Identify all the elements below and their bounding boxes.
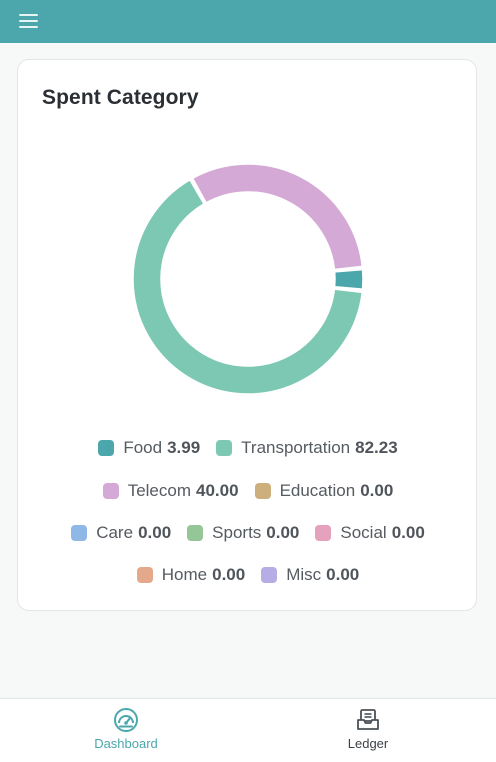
legend-swatch [216, 440, 233, 456]
legend-item-care[interactable]: Care 0.00 [71, 523, 171, 543]
legend-value: 0.00 [360, 481, 394, 500]
legend-item-sports[interactable]: Sports 0.00 [187, 523, 299, 543]
legend-row: Telecom 40.00 Education 0.00 [18, 481, 478, 501]
legend-item-transportation[interactable]: Transportation 82.23 [216, 438, 398, 458]
nav-ledger[interactable]: Ledger [298, 707, 438, 751]
legend-label: Education [279, 481, 356, 500]
legend-swatch [254, 483, 271, 499]
legend-swatch [315, 525, 332, 541]
nav-dashboard-label: Dashboard [94, 736, 158, 751]
legend-item-misc[interactable]: Misc 0.00 [261, 565, 359, 585]
donut-chart [132, 163, 364, 395]
legend-item-telecom[interactable]: Telecom 40.00 [102, 481, 239, 501]
legend-swatch [187, 525, 204, 541]
legend-label: Telecom [127, 481, 192, 500]
legend-label: Sports [212, 523, 262, 542]
legend-label: Transportation [241, 438, 351, 457]
hamburger-menu-icon[interactable] [18, 11, 40, 31]
legend-value: 0.00 [266, 523, 300, 542]
legend-value: 0.00 [326, 565, 360, 584]
legend-item-education[interactable]: Education 0.00 [254, 481, 394, 501]
legend-value: 0.00 [212, 565, 246, 584]
card-title: Spent Category [42, 86, 199, 109]
legend-row: Care 0.00 Sports 0.00 Social 0.00 [18, 523, 478, 543]
legend-value: 82.23 [355, 438, 398, 457]
legend-swatch [98, 440, 115, 456]
bottom-navigation: Dashboard Ledger [0, 698, 496, 762]
donut-slice-telecom[interactable] [191, 163, 364, 271]
legend-row: Home 0.00 Misc 0.00 [18, 565, 478, 585]
legend-swatch [261, 567, 278, 583]
legend-value: 3.99 [167, 438, 201, 457]
spent-category-card: Spent Category Food 3.99 Transportation 82.… [17, 59, 477, 611]
ledger-inbox-icon [357, 709, 379, 730]
legend-label: Home [161, 565, 208, 584]
legend-value: 40.00 [196, 481, 239, 500]
legend-item-home[interactable]: Home 0.00 [136, 565, 246, 585]
legend-item-social[interactable]: Social 0.00 [315, 523, 425, 543]
legend-value: 0.00 [391, 523, 425, 542]
legend-label: Social [340, 523, 387, 542]
donut-slice-food[interactable] [333, 268, 364, 290]
legend-label: Food [123, 438, 163, 457]
legend-label: Misc [286, 565, 322, 584]
legend-swatch [71, 525, 88, 541]
legend-row: Food 3.99 Transportation 82.23 [18, 438, 478, 458]
legend-swatch [136, 567, 153, 583]
legend-swatch [102, 483, 119, 499]
nav-dashboard[interactable]: Dashboard [56, 707, 196, 751]
donut-slice-transportation[interactable] [132, 178, 364, 395]
nav-ledger-label: Ledger [347, 736, 389, 751]
speedometer-icon [114, 708, 138, 732]
legend-value: 0.00 [138, 523, 172, 542]
legend-item-food[interactable]: Food 3.99 [98, 438, 200, 458]
top-app-bar [0, 0, 496, 43]
legend-label: Care [96, 523, 134, 542]
